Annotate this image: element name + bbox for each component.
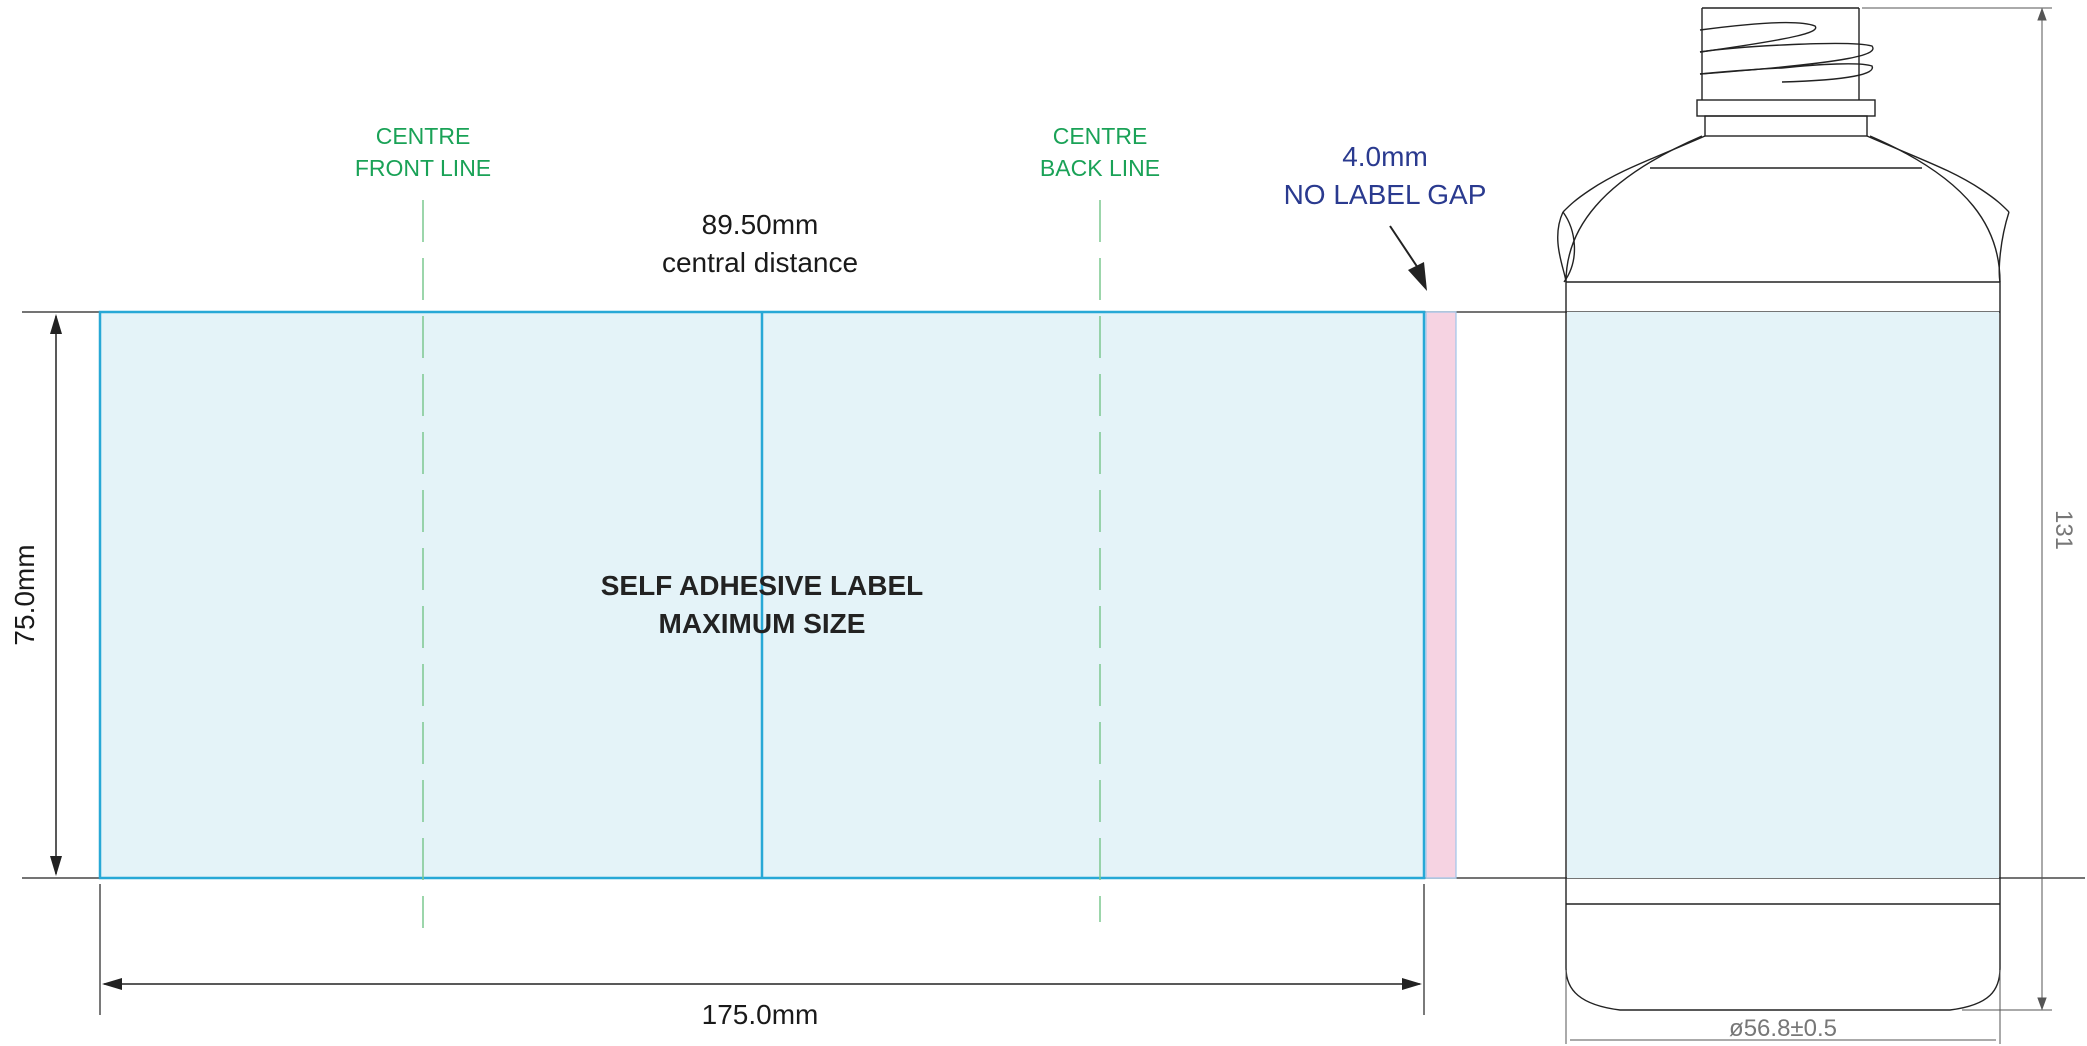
label-title-line1: SELF ADHESIVE LABEL [601,570,924,601]
height-dimension-label: 75.0mm [9,544,40,645]
bottle-shoulder-outline [1566,136,2000,282]
bottle-height-label: 131 [2050,510,2077,550]
gap-width-value: 4.0mm [1342,141,1428,172]
centre-back-label-line2: BACK LINE [1040,155,1160,181]
label-title-line2: MAXIMUM SIZE [659,608,866,639]
no-label-gap-strip [1426,312,1456,878]
centre-back-label-line1: CENTRE [1053,123,1148,149]
bottle-diameter-label: ø56.8±0.5 [1729,1015,1837,1042]
centre-front-label-line2: FRONT LINE [355,155,491,181]
width-dimension-label: 175.0mm [702,999,819,1030]
height-dimension [50,314,62,876]
bottle-label-area [1567,312,1999,878]
gap-caption: NO LABEL GAP [1284,179,1487,210]
central-distance-caption: central distance [662,247,858,278]
central-distance-value: 89.50mm [702,209,819,240]
centre-front-label-line1: CENTRE [376,123,471,149]
arrow-down-right-icon [1390,226,1427,291]
width-dimension [100,884,1424,1015]
